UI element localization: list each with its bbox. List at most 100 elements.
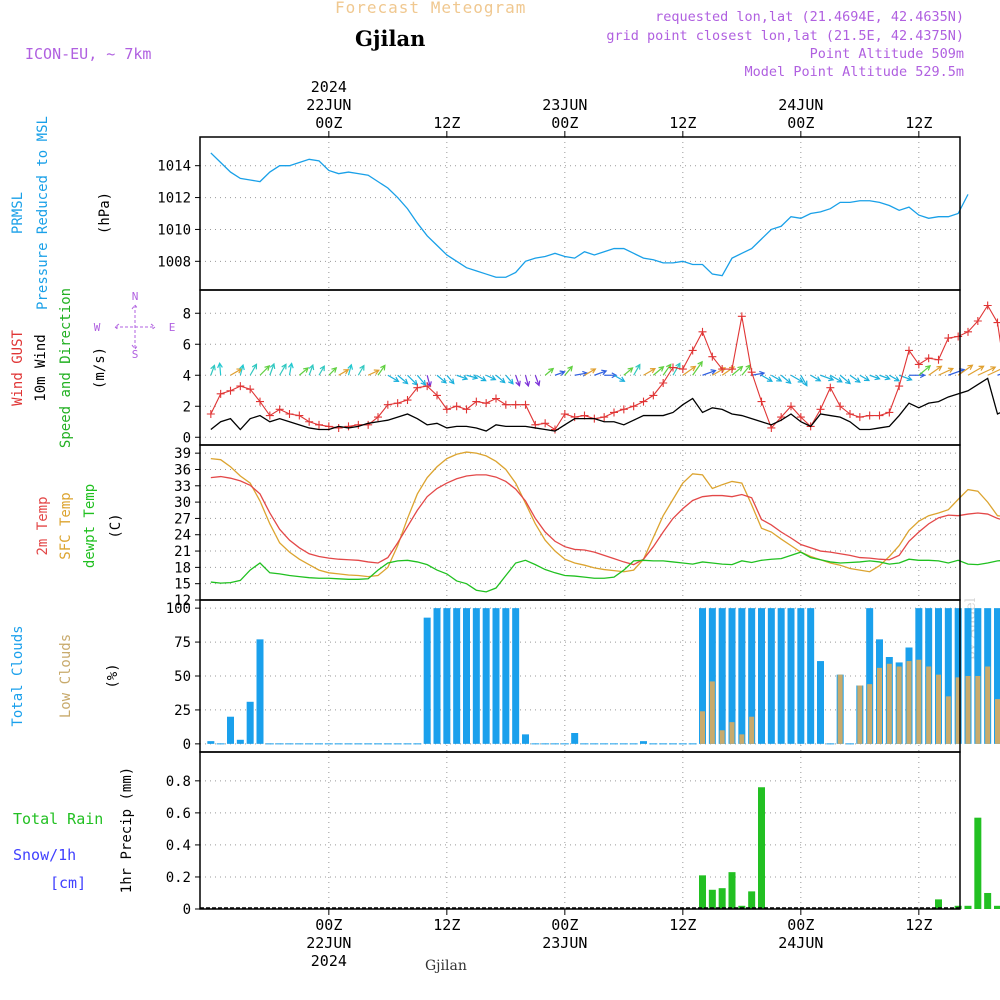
wind-arrow-head xyxy=(836,377,843,383)
low-cloud-bar xyxy=(837,674,843,744)
wind-arrow xyxy=(987,368,1000,376)
wind-gust-point xyxy=(570,413,579,422)
wind-arrow-head xyxy=(590,368,597,374)
wind-arrow-head xyxy=(440,377,447,384)
wind-arrow-head xyxy=(919,372,926,379)
wind-arrow-head xyxy=(303,367,310,373)
wind-arrow-head xyxy=(347,363,354,370)
wind-gust-point xyxy=(875,411,884,420)
low-cloud-bar xyxy=(955,677,961,744)
pressure-line xyxy=(210,152,969,278)
clouds-y-tick-label: 100 xyxy=(166,601,191,617)
wind-arrow-head xyxy=(936,365,943,372)
wind-arrow-head xyxy=(448,378,455,385)
wind-arrow-head xyxy=(359,364,365,371)
wind-arrow-head xyxy=(508,378,514,385)
clouds-y-tick-label: 0 xyxy=(183,737,191,753)
wind-gust-point xyxy=(846,410,854,418)
wind-gust-point xyxy=(403,396,412,405)
wind-gust-point xyxy=(973,317,982,325)
bottom-time-label: 00Z xyxy=(787,916,814,934)
wind-y-tick-label: 8 xyxy=(183,306,191,322)
wind-y-tick-label: 0 xyxy=(183,430,191,446)
wind-gust-point xyxy=(944,334,953,343)
wind-arrow-head xyxy=(251,363,258,370)
wind-arrow-head xyxy=(480,376,487,382)
wind-speed-label: 10m Wind xyxy=(33,334,49,401)
wind-gust-point xyxy=(433,391,441,400)
wind-gust-point xyxy=(885,408,894,417)
total-cloud-bar xyxy=(767,608,775,744)
wind-arrow-head xyxy=(217,362,223,369)
wind-arrow xyxy=(761,374,773,382)
wind-arrow xyxy=(918,365,931,376)
temperature-y-tick-label: 39 xyxy=(174,446,191,462)
rain-bar xyxy=(974,817,982,909)
precip-y-tick-label: 0.6 xyxy=(166,806,191,822)
wind-gust-point xyxy=(482,399,491,408)
rain-bar xyxy=(984,892,992,909)
total-cloud-bar xyxy=(797,608,805,744)
wind-gust-point xyxy=(216,389,225,398)
precip-y-tick-label: 0.2 xyxy=(166,870,191,886)
temp-unit: (C) xyxy=(108,513,124,538)
total-cloud-bar xyxy=(777,608,785,744)
place-name: Gjilan xyxy=(355,26,426,51)
wind-arrow xyxy=(898,374,912,381)
low-cloud-bar xyxy=(857,685,863,744)
precip-panel-frame xyxy=(199,751,961,910)
wind-arrow xyxy=(810,374,821,382)
wind-arrow xyxy=(288,363,293,376)
wind-unit: (m/s) xyxy=(92,347,108,389)
wind-arrow xyxy=(977,366,996,376)
wind-arrow xyxy=(889,374,900,382)
low-cloud-bar xyxy=(877,667,882,744)
wind-arrow-head xyxy=(269,362,276,370)
wind-arrow xyxy=(584,368,596,376)
low-cloud-bar xyxy=(985,666,991,744)
rain-bar xyxy=(699,875,706,909)
wind-arrow xyxy=(347,364,352,376)
wind-arrow xyxy=(800,374,808,386)
wind-gust-point xyxy=(344,422,353,431)
wind-arrow xyxy=(692,361,703,376)
wind-gust-point xyxy=(413,383,422,392)
rain-label: Total Rain xyxy=(13,810,103,828)
wind-arrow-head xyxy=(515,380,521,387)
wind-arrow xyxy=(318,365,325,376)
wind-arrow-head xyxy=(559,370,566,376)
wind-arrow xyxy=(839,374,851,385)
top-time-label: 23JUN xyxy=(542,96,587,114)
wind-arrow-head xyxy=(210,364,216,371)
model-name: ICON-EU, ~ 7km xyxy=(25,45,152,63)
bottom-time-label: 00Z xyxy=(315,916,342,934)
wind-arrow xyxy=(672,362,681,376)
wind-gust-point xyxy=(610,408,618,417)
wind-gust-point xyxy=(728,365,736,374)
total-cloud-bar xyxy=(502,608,510,744)
wind-arrow-head xyxy=(373,369,380,375)
precip-y-tick-label: 0.8 xyxy=(166,774,191,790)
wind-arrow xyxy=(790,374,803,383)
wind-arrow xyxy=(524,375,529,387)
wind-gust-point xyxy=(452,402,461,411)
snow-unit-label: [cm] xyxy=(50,874,86,892)
low-cloud-bar xyxy=(965,676,971,744)
low-cloud-bar xyxy=(719,730,725,744)
compass-west: W xyxy=(94,321,101,334)
wind-arrow xyxy=(830,374,843,383)
wind-gust-point xyxy=(285,410,294,418)
wind-gust-point xyxy=(659,379,668,387)
wind-arrow-head xyxy=(635,363,641,370)
wind-gust-point xyxy=(226,386,235,395)
wind-gust-point xyxy=(855,413,864,422)
wind-arrow xyxy=(495,374,506,384)
wind-arrow-head xyxy=(308,363,315,371)
wind-gust-point xyxy=(649,391,658,400)
wind-arrow-head xyxy=(331,366,338,373)
temperature-y-tick-label: 30 xyxy=(174,495,191,511)
wind-arrow-head xyxy=(380,364,386,371)
total-cloud-bar xyxy=(758,608,765,744)
wind-arrow xyxy=(505,374,514,385)
low-cloud-bar xyxy=(739,734,745,744)
